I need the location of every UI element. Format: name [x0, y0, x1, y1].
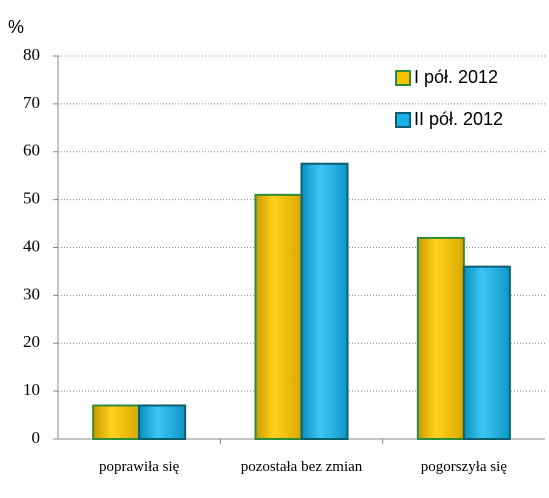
x-tick-label: poprawiła się	[98, 459, 180, 475]
y-tick-label: 70	[23, 93, 40, 112]
y-tick-label: 80	[23, 45, 40, 64]
bar	[416, 236, 465, 440]
y-tick-label: 30	[23, 284, 40, 303]
legend-swatch	[395, 112, 411, 128]
legend-label: II pół. 2012	[414, 109, 503, 129]
y-tick-label: 40	[23, 236, 40, 255]
bar	[254, 193, 303, 440]
legend-label: I pół. 2012	[414, 67, 498, 87]
x-tick-label: pogorszyła się	[420, 459, 507, 475]
legend-swatch	[395, 70, 411, 86]
bar	[462, 265, 511, 440]
bar	[300, 162, 349, 440]
y-axis-label: %	[8, 17, 24, 37]
y-tick-label: 0	[32, 428, 41, 447]
bar	[92, 404, 141, 440]
bar	[138, 404, 187, 440]
y-tick-label: 50	[23, 189, 40, 208]
x-tick-label: pozostała bez zmian	[240, 459, 363, 475]
y-tick-label: 60	[23, 141, 40, 160]
y-tick-label: 10	[23, 380, 40, 399]
y-tick-label: 20	[23, 332, 40, 351]
